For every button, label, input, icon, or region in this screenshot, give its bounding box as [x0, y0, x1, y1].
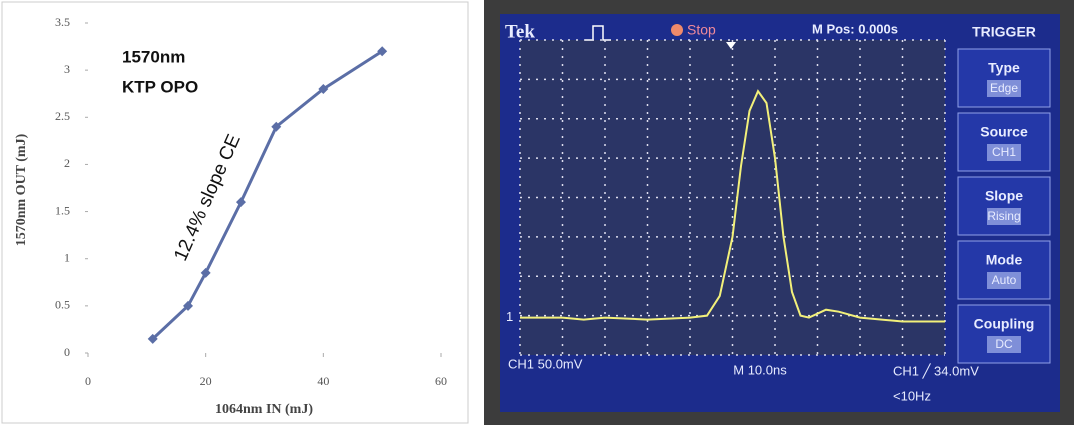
x-tick-label: 20	[200, 374, 212, 388]
frequency: <10Hz	[893, 388, 931, 403]
data-point	[235, 197, 246, 208]
data-point	[318, 84, 329, 94]
menu-value: Auto	[992, 273, 1017, 287]
menu-value-box	[987, 272, 1021, 289]
menu-item	[957, 240, 1051, 300]
menu-value-box	[987, 80, 1021, 97]
menu-value-box	[987, 208, 1021, 225]
menu-item	[957, 176, 1051, 236]
y-tick-label: 1	[64, 250, 70, 264]
y-tick-label: 2.5	[55, 109, 70, 123]
menu-label: Source	[980, 124, 1028, 140]
menu-value: DC	[995, 337, 1013, 351]
menu-label: Type	[988, 60, 1020, 76]
y-tick-label: 3.5	[55, 15, 70, 29]
data-point	[147, 333, 158, 344]
x-tick-label: 60	[435, 374, 447, 388]
menu-title: TRIGGER	[972, 24, 1036, 40]
stop-indicator	[671, 24, 683, 36]
annotation: 1570nm	[122, 47, 185, 66]
data-point	[200, 267, 211, 278]
y-tick-label: 0	[64, 345, 70, 359]
x-axis-label: 1064nm IN (mJ)	[215, 402, 313, 417]
data-point	[183, 300, 194, 311]
timebase: M 10.0ns	[733, 362, 787, 377]
data-point	[377, 46, 388, 57]
y-tick-label: 1.5	[55, 203, 70, 217]
scope-graticule	[520, 40, 945, 355]
scope-chart: Tek Stop M Pos: 0.000s TRIGGER CH1 50.0m…	[505, 21, 1051, 403]
y-tick-label: 3	[64, 62, 70, 76]
trigger-position	[726, 42, 736, 49]
menu-label: Mode	[986, 252, 1023, 268]
x-tick-label: 0	[85, 374, 91, 388]
channel-marker: 1	[506, 309, 513, 324]
menu-value: Edge	[990, 81, 1018, 95]
menu-value-box	[987, 144, 1021, 161]
annotation: KTP OPO	[122, 77, 198, 96]
y-tick-label: 2	[64, 156, 70, 170]
menu-item	[957, 48, 1051, 108]
channel-scale: CH1 50.0mV	[508, 356, 583, 371]
menu-item	[957, 112, 1051, 172]
x-tick-label: 40	[317, 374, 329, 388]
trace	[520, 89, 945, 323]
menu-label: Slope	[985, 188, 1023, 204]
y-tick-label: 0.5	[55, 298, 70, 312]
menu-value: CH1	[992, 145, 1016, 159]
trigger-level: CH1 ╱ 34.0mV	[893, 362, 979, 379]
menu-value: Rising	[987, 209, 1020, 223]
status: Stop	[687, 22, 716, 38]
menu-item	[957, 304, 1051, 364]
data-point	[271, 121, 282, 132]
brand: Tek	[505, 21, 535, 42]
menu-label: Coupling	[974, 316, 1035, 332]
y-axis-label: 1570nm OUT (mJ)	[14, 133, 29, 246]
position: M Pos: 0.000s	[812, 21, 898, 36]
menu-value-box	[987, 336, 1021, 353]
